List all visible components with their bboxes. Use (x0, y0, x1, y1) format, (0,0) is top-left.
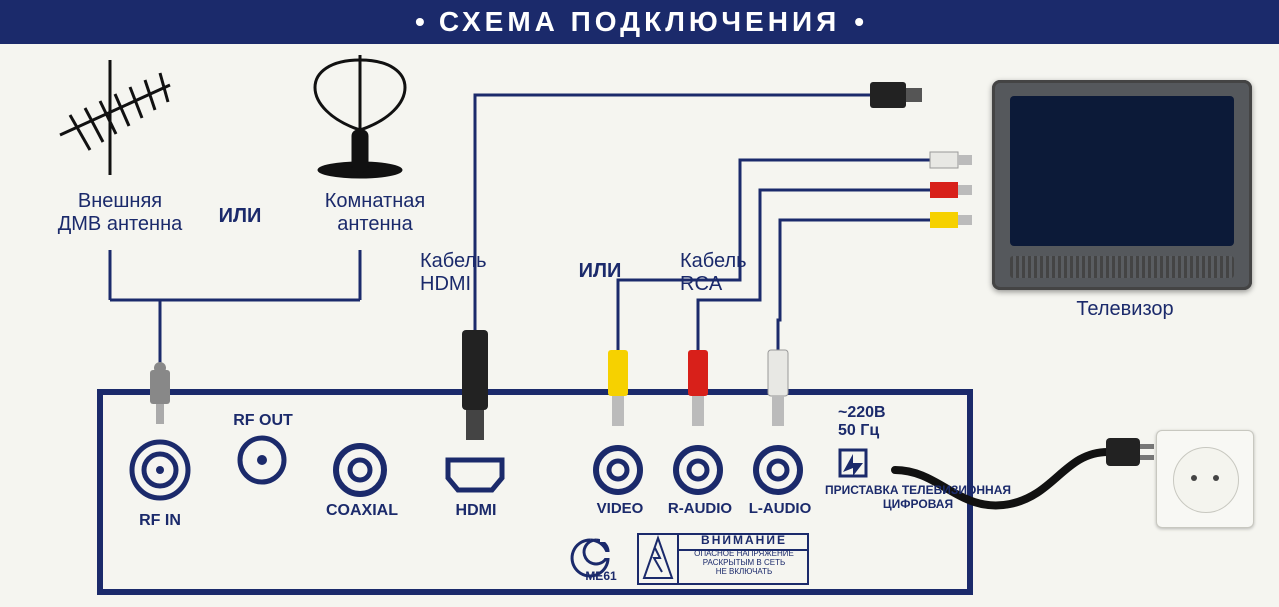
power-label: ~220В 50 Гц (838, 404, 928, 441)
hdmi-port (448, 460, 502, 490)
rca-plug-yellow-recv (608, 350, 628, 426)
video-label: VIDEO (590, 500, 650, 517)
title-banner: • СХЕМА ПОДКЛЮЧЕНИЯ • (0, 0, 1279, 44)
ext-antenna-label: Внешняя ДМВ антенна (40, 190, 200, 236)
indoor-antenna-icon (315, 55, 405, 178)
power-symbol (840, 450, 866, 476)
hdmi-cable-label: Кабель HDMI (420, 250, 540, 296)
rf-in-port (132, 442, 188, 498)
antenna-wires (110, 250, 360, 395)
rca-plug-white-recv (768, 350, 788, 426)
coaxial-port (336, 446, 384, 494)
rf-out-label: RF OUT (228, 412, 298, 430)
l-audio-label: L-AUDIO (740, 500, 820, 517)
coaxial-label: COAXIAL (322, 502, 402, 520)
cert-label: МЕ61 (576, 570, 626, 584)
tv-label: Телевизор (1040, 298, 1210, 321)
tv-screen (1010, 96, 1234, 246)
external-antenna-icon (60, 60, 170, 175)
or1-label: ИЛИ (200, 205, 280, 228)
power-plug-icon (1106, 438, 1154, 466)
rca-plug-red-recv (688, 350, 708, 426)
l-audio-port (756, 448, 800, 492)
rca-plug-yellow-tv (930, 212, 972, 228)
rca-wire-red (698, 190, 968, 420)
r-audio-port (676, 448, 720, 492)
tv-icon (992, 80, 1252, 290)
warn-title: ВНИМАНИЕ (682, 534, 806, 548)
dot-left: • (415, 6, 425, 38)
video-port (596, 448, 640, 492)
room-antenna-label: Комнатная антенна (300, 190, 450, 236)
rca-wire-white (778, 220, 968, 420)
r-audio-label: R-AUDIO (660, 500, 740, 517)
rf-connector-icon (150, 362, 170, 424)
warn-body: ОПАСНОЕ НАПРЯЖЕНИЕ РАСКРЫТЫМ В СЕТЬ НЕ В… (682, 550, 806, 576)
rca-plug-white-tv (930, 152, 972, 168)
tv-speaker-grille (1010, 256, 1234, 278)
rf-out-port (240, 438, 284, 482)
hdmi-connector-bottom (462, 330, 488, 440)
outlet-hole (1191, 475, 1197, 481)
outlet-hole (1213, 475, 1219, 481)
hdmi-connector-top (870, 82, 922, 108)
rf-in-label: RF IN (130, 512, 190, 530)
wall-outlet-icon (1156, 430, 1254, 528)
dot-right: • (854, 6, 864, 38)
rca-cable-label: Кабель RCA (680, 250, 800, 296)
rca-plug-red-tv (930, 182, 972, 198)
device-label: ПРИСТАВКА ТЕЛЕВИЗИОННАЯ ЦИФРОВАЯ (818, 484, 1018, 512)
outlet-socket (1173, 447, 1239, 513)
title-text: СХЕМА ПОДКЛЮЧЕНИЯ (439, 6, 840, 38)
or2-label: ИЛИ (560, 260, 640, 283)
hdmi-label: HDMI (446, 502, 506, 520)
